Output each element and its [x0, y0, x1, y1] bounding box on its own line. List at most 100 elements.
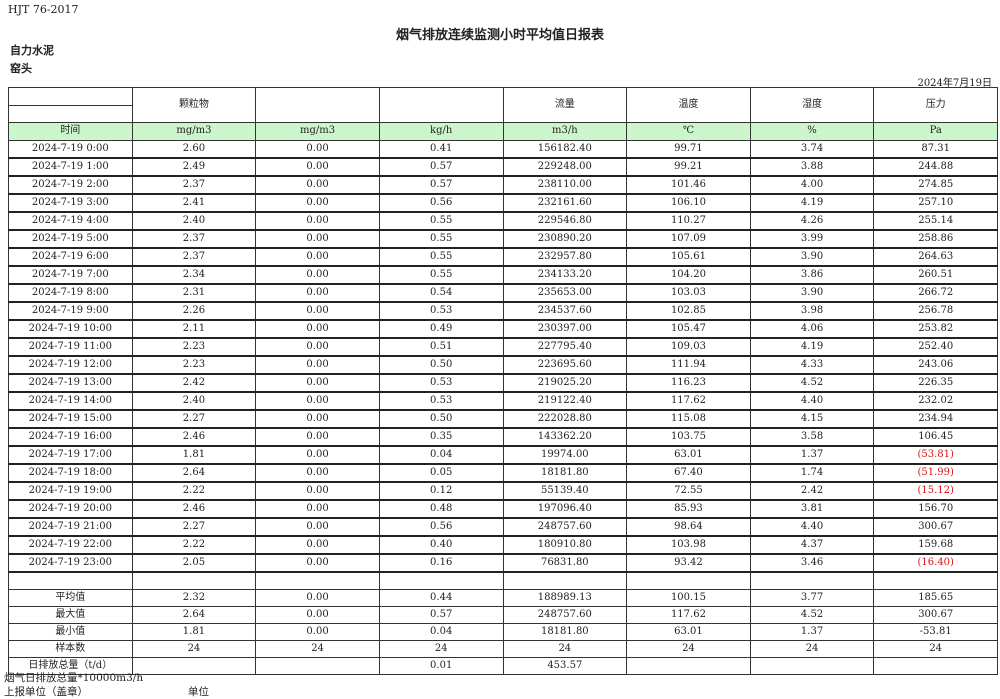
unit-cell: % [749, 122, 875, 141]
value-cell: 256.78 [873, 301, 998, 321]
value-cell: 2.60 [131, 139, 257, 159]
time-cell: 2024-7-19 13:00 [8, 373, 133, 393]
summary-value: 24 [873, 639, 998, 658]
table-row: 2024-7-19 23:00 2.05 0.00 0.16 76831.80 93.42… [8, 553, 998, 573]
value-cell: 229546.80 [502, 211, 628, 231]
value-cell: 0.00 [255, 283, 380, 303]
summary-value: 0.44 [378, 588, 504, 607]
blank-cell [749, 571, 875, 590]
value-cell: 3.99 [749, 229, 875, 249]
summary-value: 63.01 [626, 622, 751, 641]
value-cell: 235653.00 [502, 283, 628, 303]
value-cell: 260.51 [873, 265, 998, 285]
value-cell: 300.67 [873, 517, 998, 537]
value-cell: 156182.40 [502, 139, 628, 159]
value-cell: 266.72 [873, 283, 998, 303]
value-cell: 0.00 [255, 355, 380, 375]
value-cell: 2.49 [131, 157, 257, 177]
value-cell: 1.74 [749, 463, 875, 483]
value-cell: 0.00 [255, 319, 380, 339]
company-name: 自力水泥 [10, 44, 54, 57]
value-cell: 274.85 [873, 175, 998, 195]
value-cell: 0.00 [255, 517, 380, 537]
unit-cell: ℃ [626, 122, 751, 141]
value-cell: 2.42 [131, 373, 257, 393]
value-cell: 1.37 [749, 445, 875, 465]
summary-label: 最大值 [8, 605, 133, 624]
table-row: 2024-7-19 20:00 2.46 0.00 0.48 197096.40 85.9… [8, 499, 998, 519]
header-cell-blank [8, 104, 133, 123]
value-cell: 197096.40 [502, 499, 628, 519]
table-row: 2024-7-19 13:00 2.42 0.00 0.53 219025.20 116.… [8, 373, 998, 393]
summary-value: 0.00 [255, 588, 380, 607]
value-cell: 4.37 [749, 535, 875, 555]
time-cell: 2024-7-19 9:00 [8, 301, 133, 321]
value-cell: 1.81 [131, 445, 257, 465]
value-cell: 3.74 [749, 139, 875, 159]
value-cell: 0.00 [255, 265, 380, 285]
value-cell: 159.68 [873, 535, 998, 555]
header-cell [378, 87, 504, 123]
summary-label: 样本数 [8, 639, 133, 658]
value-cell: 72.55 [626, 481, 751, 501]
summary-value: 1.37 [749, 622, 875, 641]
value-cell: 3.90 [749, 283, 875, 303]
summary-value: 24 [131, 639, 257, 658]
value-cell: 0.00 [255, 247, 380, 267]
value-cell: 0.55 [378, 229, 504, 249]
summary-value: 185.65 [873, 588, 998, 607]
value-cell: 0.49 [378, 319, 504, 339]
value-cell: 0.05 [378, 463, 504, 483]
value-cell: 0.55 [378, 265, 504, 285]
value-cell: 103.75 [626, 427, 751, 447]
summary-label: 最小值 [8, 622, 133, 641]
value-cell: 257.10 [873, 193, 998, 213]
summary-value: 248757.60 [502, 605, 628, 624]
value-cell: 87.31 [873, 139, 998, 159]
table-row: 2024-7-19 15:00 2.27 0.00 0.50 222028.80 115.… [8, 409, 998, 429]
value-cell: 0.48 [378, 499, 504, 519]
value-cell: 2.22 [131, 535, 257, 555]
value-cell: 2.37 [131, 247, 257, 267]
blank-cell [873, 571, 998, 590]
summary-row: 最大值 2.64 0.00 0.57 248757.60 117.62 4.52 300.67 [8, 605, 998, 624]
value-cell: 0.53 [378, 301, 504, 321]
value-cell: 98.64 [626, 517, 751, 537]
summary-value [255, 656, 380, 675]
value-cell: 2.40 [131, 211, 257, 231]
table-row: 2024-7-19 18:00 2.64 0.00 0.05 18181.80 67.40… [8, 463, 998, 483]
value-cell: 2.23 [131, 355, 257, 375]
value-cell: 99.21 [626, 157, 751, 177]
value-cell: 106.10 [626, 193, 751, 213]
summary-value: 24 [378, 639, 504, 658]
time-cell: 2024-7-19 6:00 [8, 247, 133, 267]
value-cell: 0.57 [378, 175, 504, 195]
value-cell: 0.00 [255, 337, 380, 357]
time-cell: 2024-7-19 23:00 [8, 553, 133, 573]
value-cell: 230397.00 [502, 319, 628, 339]
value-cell: 0.55 [378, 211, 504, 231]
table-row: 2024-7-19 5:00 2.37 0.00 0.55 230890.20 107.0… [8, 229, 998, 249]
blank-cell [502, 571, 628, 590]
header-cell: 压力 [873, 87, 998, 123]
value-cell: 2.27 [131, 409, 257, 429]
value-cell: 222028.80 [502, 409, 628, 429]
value-cell: 0.00 [255, 427, 380, 447]
value-cell: 2.31 [131, 283, 257, 303]
header-cell: 温度 [626, 87, 751, 123]
time-cell: 2024-7-19 5:00 [8, 229, 133, 249]
value-cell: (53.81) [873, 445, 998, 465]
value-cell: 232161.60 [502, 193, 628, 213]
table-row: 2024-7-19 3:00 2.41 0.00 0.56 232161.60 106.1… [8, 193, 998, 213]
value-cell: 0.12 [378, 481, 504, 501]
table-row: 2024-7-19 6:00 2.37 0.00 0.55 232957.80 105.6… [8, 247, 998, 267]
value-cell: 3.88 [749, 157, 875, 177]
value-cell: 219025.20 [502, 373, 628, 393]
table-row: 2024-7-19 12:00 2.23 0.00 0.50 223695.60 111.… [8, 355, 998, 375]
table-row: 2024-7-19 4:00 2.40 0.00 0.55 229546.80 110.2… [8, 211, 998, 231]
summary-row: 样本数 24 24 24 24 24 24 24 [8, 639, 998, 658]
value-cell: 0.00 [255, 553, 380, 573]
summary-value: 3.77 [749, 588, 875, 607]
value-cell: 0.54 [378, 283, 504, 303]
time-cell: 2024-7-19 1:00 [8, 157, 133, 177]
